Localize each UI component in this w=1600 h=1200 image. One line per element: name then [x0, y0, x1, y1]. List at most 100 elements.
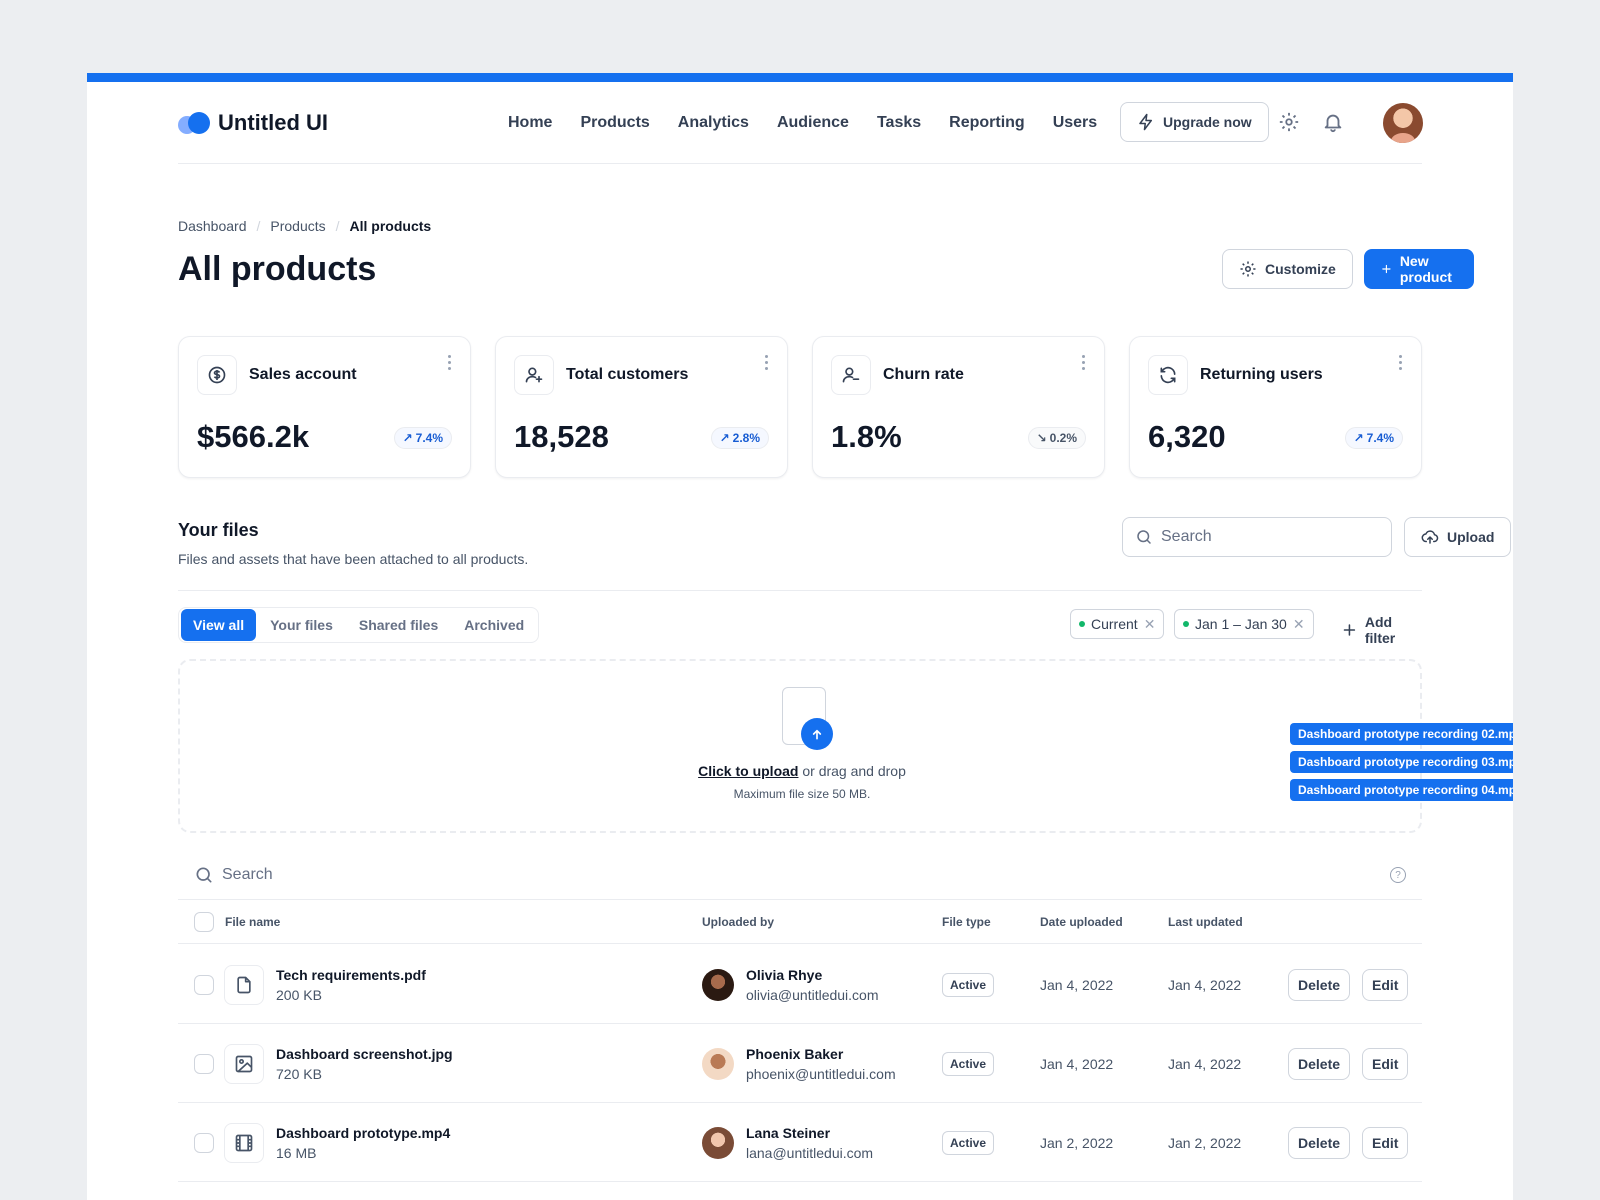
breadcrumb: Dashboard / Products / All products: [178, 218, 431, 234]
close-icon[interactable]: ✕: [1292, 615, 1305, 632]
user-plus-icon: [514, 355, 554, 395]
filter-chip-current[interactable]: Current ✕: [1070, 609, 1165, 639]
files-search-input[interactable]: Search: [1122, 517, 1392, 557]
upload-button[interactable]: Upload: [1404, 517, 1512, 557]
file-name[interactable]: Tech requirements.pdf: [276, 967, 426, 983]
search-icon: [1137, 530, 1151, 544]
tab-shared-files[interactable]: Shared files: [358, 617, 439, 633]
upload-arrow-icon: [801, 718, 833, 750]
nav-tasks[interactable]: Tasks: [876, 113, 922, 131]
edit-button[interactable]: Edit: [1362, 1127, 1409, 1159]
customize-button[interactable]: Customize: [1222, 249, 1353, 289]
row-checkbox[interactable]: [194, 1054, 214, 1074]
edit-button[interactable]: Edit: [1362, 1048, 1409, 1080]
nav-home[interactable]: Home: [508, 113, 553, 131]
header-uploaded-by[interactable]: Uploaded by: [702, 915, 775, 929]
file-tabs: View all Your files Shared files Archive…: [178, 607, 540, 643]
nav-links: Home Products Analytics Audience Tasks R…: [508, 114, 1097, 132]
select-all-checkbox[interactable]: [194, 912, 214, 932]
table-search-input[interactable]: Search ?: [178, 850, 1422, 900]
user-avatar[interactable]: [1383, 103, 1423, 143]
tab-your-files[interactable]: Your files: [270, 617, 333, 633]
status-badge: Active: [942, 1052, 995, 1076]
stat-label: Total customers: [566, 366, 689, 383]
filter-chip-date[interactable]: Jan 1 – Jan 30 ✕: [1174, 609, 1314, 639]
file-icon: [224, 965, 264, 1005]
uploader-email: olivia@untitledui.com: [746, 987, 879, 1003]
trend-up-icon: ↗: [1353, 431, 1364, 445]
breadcrumb-dashboard[interactable]: Dashboard: [178, 218, 247, 234]
more-vertical-icon[interactable]: [446, 355, 452, 370]
refresh-icon: [1148, 355, 1188, 395]
search-icon: [196, 867, 212, 882]
header-last-updated[interactable]: Last updated: [1168, 915, 1243, 929]
stat-label: Returning users: [1200, 366, 1323, 383]
help-circle-icon[interactable]: ?: [1390, 867, 1406, 883]
bell-icon[interactable]: [1322, 111, 1344, 133]
avatar: [702, 1127, 734, 1159]
click-to-upload-link[interactable]: Click to upload: [698, 763, 799, 779]
row-checkbox[interactable]: [194, 975, 214, 995]
page-title: All products: [178, 250, 377, 288]
stat-card-sales: Sales account $566.2k ↗ 7.4%: [178, 336, 471, 478]
table-row: Dashboard screenshot.jpg 720 KB Phoenix …: [178, 1024, 1422, 1103]
file-dropzone[interactable]: Click to upload or drag and drop Maximum…: [178, 659, 1513, 833]
tab-view-all[interactable]: View all: [181, 609, 257, 641]
stat-change-badge: ↗ 7.4%: [393, 427, 452, 449]
new-product-button[interactable]: New product: [1364, 249, 1475, 289]
header-file-name[interactable]: File name: [225, 915, 281, 929]
stat-value: $566.2k: [197, 419, 310, 454]
delete-button[interactable]: Delete: [1288, 1048, 1351, 1080]
gear-icon[interactable]: [1278, 111, 1300, 133]
dragging-file-tag: Dashboard prototype recording 02.mp4: [1290, 723, 1513, 745]
nav-products[interactable]: Products: [580, 113, 650, 131]
files-subtitle: Files and assets that have been attached…: [178, 551, 529, 567]
more-vertical-icon[interactable]: [763, 355, 769, 370]
stat-value: 1.8%: [831, 419, 902, 454]
status-badge: Active: [942, 973, 995, 997]
stat-label: Churn rate: [883, 366, 964, 383]
header-date-uploaded[interactable]: Date uploaded: [1040, 915, 1123, 929]
app-name: Untitled UI: [218, 109, 328, 135]
delete-button[interactable]: Delete: [1288, 969, 1351, 1001]
status-badge: Active: [942, 1131, 995, 1155]
stat-card-churn: Churn rate 1.8% ↘ 0.2%: [812, 336, 1105, 478]
nav-users[interactable]: Users: [1052, 113, 1098, 131]
file-name[interactable]: Dashboard screenshot.jpg: [276, 1046, 453, 1062]
breadcrumb-products[interactable]: Products: [270, 218, 326, 234]
breadcrumb-current: All products: [349, 218, 432, 234]
tab-archived[interactable]: Archived: [464, 617, 525, 633]
status-dot: [1183, 621, 1189, 627]
stat-card-customers: Total customers 18,528 ↗ 2.8%: [495, 336, 788, 478]
nav-reporting[interactable]: Reporting: [949, 113, 1025, 131]
uploader-name: Olivia Rhye: [746, 967, 823, 983]
row-checkbox[interactable]: [194, 1133, 214, 1153]
stat-change: 7.4%: [415, 431, 443, 445]
stat-value: 6,320: [1148, 419, 1226, 454]
logo[interactable]: Untitled UI: [178, 110, 328, 136]
file-upload-icon: [782, 687, 833, 750]
close-icon[interactable]: ✕: [1143, 615, 1156, 632]
breadcrumb-separator: /: [335, 218, 340, 234]
header-file-type[interactable]: File type: [942, 915, 991, 929]
table-search-placeholder: Search: [222, 865, 273, 883]
currency-dollar-icon: [197, 355, 237, 395]
more-vertical-icon[interactable]: [1080, 355, 1086, 370]
nav-analytics[interactable]: Analytics: [677, 113, 749, 131]
divider: [178, 590, 1422, 591]
table-row: Tech requirements.pdf 200 KB Olivia Rhye…: [178, 945, 1422, 1024]
file-name[interactable]: Dashboard prototype.mp4: [276, 1125, 451, 1141]
add-filter-button[interactable]: Add filter: [1342, 614, 1422, 646]
last-updated: Jan 4, 2022: [1168, 1056, 1242, 1072]
avatar: [702, 969, 734, 1001]
files-search-placeholder: Search: [1161, 528, 1212, 545]
upgrade-button[interactable]: Upgrade now: [1120, 102, 1269, 142]
breadcrumb-separator: /: [256, 218, 261, 234]
file-size: 200 KB: [276, 987, 322, 1003]
upgrade-label: Upgrade now: [1163, 114, 1252, 130]
delete-button[interactable]: Delete: [1288, 1127, 1351, 1159]
nav-audience[interactable]: Audience: [776, 113, 849, 131]
more-vertical-icon[interactable]: [1397, 355, 1403, 370]
edit-button[interactable]: Edit: [1362, 969, 1409, 1001]
uploader-name: Phoenix Baker: [746, 1046, 844, 1062]
